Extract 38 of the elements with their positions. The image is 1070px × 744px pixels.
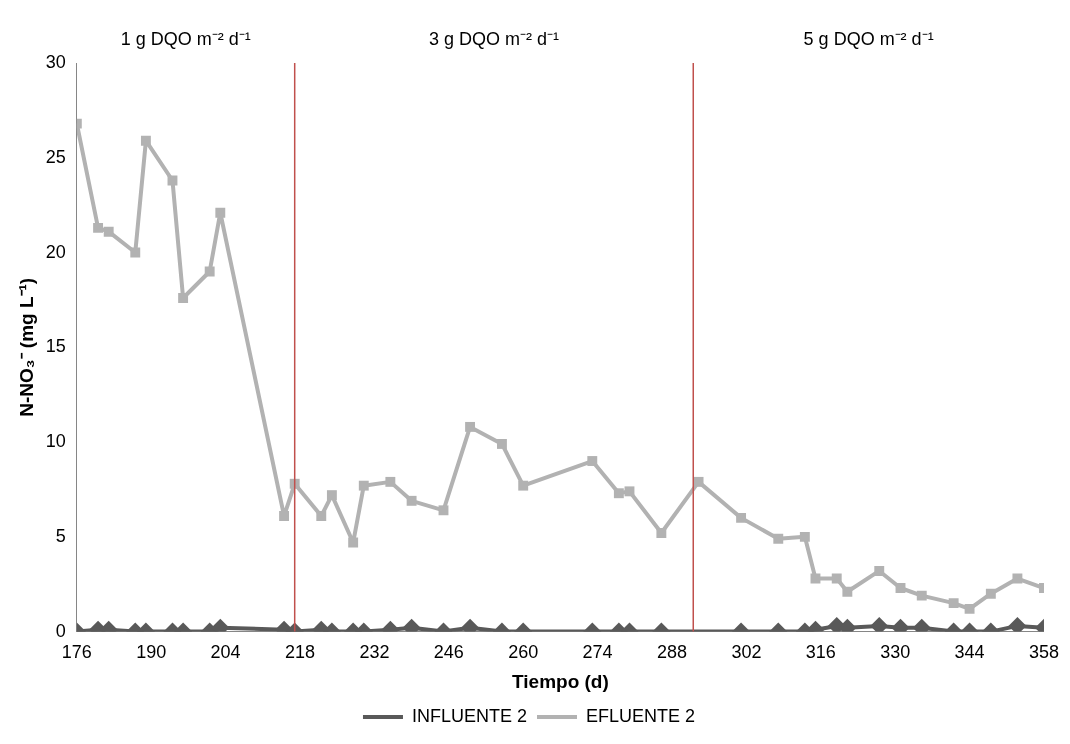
point (870, 616, 889, 632)
x-axis-title: Tiempo (d) (512, 670, 609, 692)
x-tick-label: 302 (731, 642, 762, 663)
y-tick-label: 20 (45, 241, 66, 262)
text: 1 g DQO m⁻² d⁻¹ (120, 28, 251, 49)
text: 3 g DQO m⁻² d⁻¹ (428, 28, 559, 49)
y-tick-label: 10 (45, 431, 66, 452)
x-tick-label: 316 (805, 642, 836, 663)
x-tick-label: 330 (880, 642, 911, 663)
point (465, 421, 476, 432)
x-tick-label: 176 (61, 642, 92, 663)
point (140, 135, 151, 146)
x-tick-label: 190 (136, 642, 167, 663)
point (204, 266, 215, 277)
x-tick-label: 260 (508, 642, 539, 663)
point (215, 207, 226, 218)
y-axis-title: N-NO₃⁻ (mg L⁻¹) (15, 277, 37, 417)
y-tick-label: 25 (45, 146, 66, 167)
x-tick-label: 288 (656, 642, 688, 663)
x-tick-label: 274 (582, 642, 613, 663)
x-tick-label: 204 (210, 642, 241, 663)
y-tick-label: 5 (55, 525, 66, 546)
x-tick-label: 344 (954, 642, 985, 663)
y-tick-label: 15 (45, 336, 66, 357)
point (178, 293, 189, 303)
point (93, 222, 104, 233)
x-tick-label: 218 (284, 642, 316, 663)
y-tick-label: 30 (45, 51, 66, 72)
x-tick-label: 358 (1028, 642, 1060, 663)
x-tick-label: 232 (359, 642, 390, 663)
point (103, 226, 114, 237)
point (1008, 616, 1027, 632)
text: 5 g DQO m⁻² d⁻¹ (803, 28, 934, 49)
legend-label: EFLUENTE 2 (586, 705, 696, 726)
x-tick-label: 246 (433, 642, 464, 663)
point (130, 247, 141, 258)
y-tick-label: 0 (55, 620, 66, 641)
legend-label: INFLUENTE 2 (411, 705, 528, 726)
